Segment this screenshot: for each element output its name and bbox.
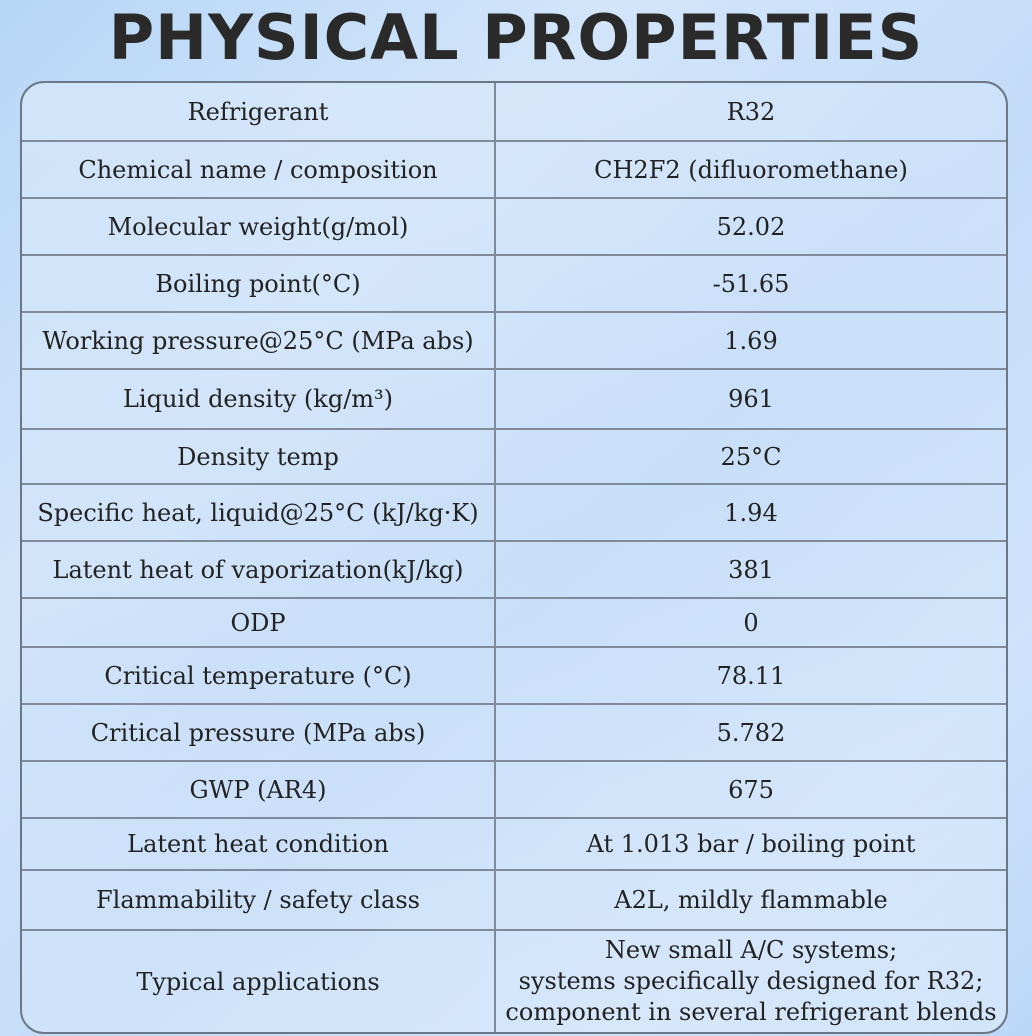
property-name: Critical temperature (°C) (22, 648, 496, 703)
property-value: 675 (728, 775, 774, 804)
table-row: ODP 0 (22, 599, 1006, 648)
property-name: Working pressure@25°C (MPa abs) (22, 313, 496, 368)
table-row: Latent heat condition At 1.013 bar / boi… (22, 819, 1006, 871)
property-name: Density temp (22, 430, 496, 483)
property-name: Latent heat condition (22, 819, 496, 869)
property-value: 1.69 (724, 326, 778, 355)
property-value: R32 (726, 97, 776, 126)
property-value: A2L, mildly flammable (614, 886, 888, 914)
property-value: -51.65 (712, 269, 790, 298)
property-name: Boiling point(°C) (22, 256, 496, 311)
property-value: 25°C (720, 442, 782, 471)
properties-table: Refrigerant R32 Chemical name / composit… (20, 81, 1008, 1034)
property-name: Refrigerant (22, 83, 496, 140)
page-title: PHYSICAL PROPERTIES (108, 1, 924, 74)
property-value: 78.11 (716, 661, 786, 690)
property-value: 961 (728, 385, 774, 413)
property-value: 52.02 (716, 212, 786, 241)
property-value: 0 (743, 608, 759, 637)
property-name: Liquid density (kg/m³) (22, 370, 496, 428)
property-value: CH2F2 (difluoromethane) (594, 155, 908, 184)
table-row: Liquid density (kg/m³) 961 (22, 370, 1006, 430)
property-value: 381 (728, 555, 774, 584)
table-row: Critical temperature (°C) 78.11 (22, 648, 1006, 705)
property-name: Molecular weight(g/mol) (22, 199, 496, 254)
property-name: Specific heat, liquid@25°C (kJ/kg·K) (22, 485, 496, 540)
property-name: Chemical name / composition (22, 142, 496, 197)
table-row: GWP (AR4) 675 (22, 762, 1006, 819)
table-row: Latent heat of vaporization(kJ/kg) 381 (22, 542, 1006, 599)
property-value: 1.94 (724, 498, 778, 527)
property-name: Typical applications (22, 931, 496, 1032)
table-row: Typical applications New small A/C syste… (22, 931, 1006, 1032)
property-name: ODP (22, 599, 496, 646)
table-row: Boiling point(°C) -51.65 (22, 256, 1006, 313)
property-name: Critical pressure (MPa abs) (22, 705, 496, 760)
table-row: Density temp 25°C (22, 430, 1006, 485)
table-row: Flammability / safety class A2L, mildly … (22, 871, 1006, 931)
value-line: New small A/C systems; (604, 936, 898, 964)
value-line: component in several refrigerant blends (505, 998, 997, 1026)
value-line: systems specifically designed for R32; (518, 967, 984, 995)
table-row: Working pressure@25°C (MPa abs) 1.69 (22, 313, 1006, 370)
table-row: Molecular weight(g/mol) 52.02 (22, 199, 1006, 256)
table-row: Critical pressure (MPa abs) 5.782 (22, 705, 1006, 762)
property-name: Flammability / safety class (22, 871, 496, 929)
property-value: New small A/C systems; systems specifica… (496, 931, 1006, 1032)
table-row: Chemical name / composition CH2F2 (diflu… (22, 142, 1006, 199)
property-value: 5.782 (716, 718, 786, 747)
property-value: At 1.013 bar / boiling point (586, 830, 916, 858)
property-name: Latent heat of vaporization(kJ/kg) (22, 542, 496, 597)
property-name: GWP (AR4) (22, 762, 496, 817)
table-row: Specific heat, liquid@25°C (kJ/kg·K) 1.9… (22, 485, 1006, 542)
table-row: Refrigerant R32 (22, 83, 1006, 142)
